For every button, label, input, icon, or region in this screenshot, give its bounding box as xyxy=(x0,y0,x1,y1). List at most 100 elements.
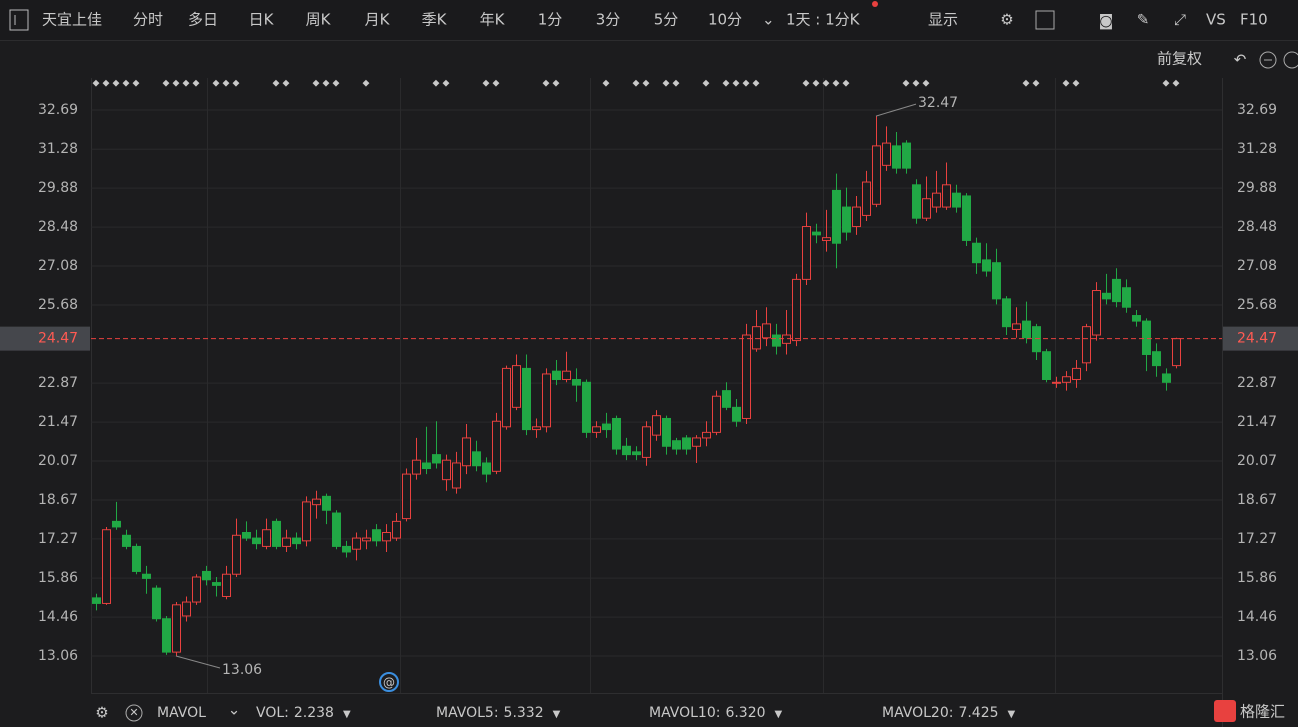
candle-body xyxy=(482,462,491,475)
indicator-arrow: ▼ xyxy=(553,709,561,720)
candle-body xyxy=(1102,292,1111,300)
candle-body xyxy=(452,462,461,489)
candle-body xyxy=(1062,376,1071,383)
min-label: 13.06 xyxy=(222,662,262,678)
indicator-value: 5.332 xyxy=(504,705,544,721)
signal-marker: ◆ xyxy=(233,79,240,89)
candle-body xyxy=(572,379,581,386)
period-tab[interactable]: 1分 xyxy=(538,11,563,29)
checkbox-icon[interactable] xyxy=(1035,10,1055,30)
y2-tick-label: 15.86 xyxy=(1237,570,1277,586)
settings-icon[interactable]: ⚙ xyxy=(1000,11,1013,29)
menu-icon[interactable] xyxy=(9,9,29,31)
candle-body xyxy=(822,237,831,241)
candle-body xyxy=(912,184,921,219)
y2-tick-label: 32.69 xyxy=(1237,102,1277,118)
candle-body xyxy=(792,278,801,342)
signal-marker: ◆ xyxy=(1033,79,1040,89)
f10-button[interactable]: F10 xyxy=(1240,11,1268,29)
candle-body xyxy=(652,415,661,436)
indicator-dropdown[interactable]: ⌄ xyxy=(228,701,241,719)
at-icon[interactable] xyxy=(379,672,399,692)
signal-marker: ◆ xyxy=(923,79,930,89)
candle-body xyxy=(102,529,111,604)
signal-marker: ◆ xyxy=(363,79,370,89)
period-tab[interactable]: 月K xyxy=(365,11,391,29)
pen-icon[interactable]: ✎ xyxy=(1137,11,1150,29)
vs-button[interactable]: VS xyxy=(1206,11,1226,29)
period-tab[interactable]: 多日 xyxy=(188,11,218,29)
indicator-name[interactable]: MAVOL xyxy=(157,705,206,721)
indicator-value: 2.238 xyxy=(294,705,334,721)
candle-body xyxy=(1112,278,1121,303)
indicator-label: MAVOL5: xyxy=(436,705,499,721)
candle-body xyxy=(1162,373,1171,383)
signal-marker: ◆ xyxy=(543,79,550,89)
signal-marker: ◆ xyxy=(1173,79,1180,89)
candle-body xyxy=(812,231,821,236)
signal-marker: ◆ xyxy=(483,79,490,89)
candle-body xyxy=(942,184,951,208)
signal-marker: ◆ xyxy=(553,79,560,89)
candle-body xyxy=(282,537,291,547)
stock-name[interactable]: 天宜上佳 xyxy=(42,11,102,29)
fullscreen-icon[interactable]: ⤢ xyxy=(1174,11,1187,29)
period-select[interactable]: 1天 : 1分K xyxy=(786,11,861,29)
period-tab[interactable]: 周K xyxy=(306,11,332,29)
signal-marker: ◆ xyxy=(173,79,180,89)
signal-marker: ◆ xyxy=(833,79,840,89)
candle-body xyxy=(382,532,391,542)
period-tab[interactable]: 5分 xyxy=(654,11,679,29)
adjust-mode[interactable]: 前复权 xyxy=(1157,50,1202,68)
last-price-box-right xyxy=(1223,326,1298,351)
candle-body xyxy=(932,192,941,208)
signal-marker: ◆ xyxy=(333,79,340,89)
signal-marker: ◆ xyxy=(163,79,170,89)
indicator-settings-icon[interactable]: ⚙ xyxy=(95,704,108,722)
display-menu[interactable]: 显示 xyxy=(928,11,958,29)
zoom-in-icon[interactable] xyxy=(1283,51,1298,69)
max-pointer xyxy=(875,103,917,117)
candle-body xyxy=(272,520,281,547)
candle-body xyxy=(772,334,781,347)
candle-body xyxy=(682,437,691,450)
indicator-value: 6.320 xyxy=(725,705,765,721)
candle-body xyxy=(1122,287,1131,308)
period-tab[interactable]: 3分 xyxy=(596,11,621,29)
zoom-out-icon[interactable] xyxy=(1259,51,1277,69)
dropdown-arrow[interactable]: ⌄ xyxy=(762,11,775,29)
signal-marker: ◆ xyxy=(313,79,320,89)
candle-body xyxy=(422,462,431,470)
signal-marker: ◆ xyxy=(323,79,330,89)
period-tab[interactable]: 分时 xyxy=(133,11,163,29)
candle-body xyxy=(182,601,191,617)
period-tab[interactable]: 日K xyxy=(249,11,275,29)
period-tab[interactable]: 年K xyxy=(480,11,506,29)
candle-body xyxy=(622,445,631,456)
y2-tick-label: 20.07 xyxy=(1237,453,1277,469)
y2-tick-label: 13.06 xyxy=(1237,648,1277,664)
indicator-close-icon[interactable] xyxy=(125,704,143,722)
y-tick-label: 18.67 xyxy=(38,492,78,508)
period-tab[interactable]: 10分 xyxy=(708,11,742,29)
period-tab[interactable]: 季K xyxy=(422,11,448,29)
camera-icon[interactable]: ◙ xyxy=(1099,12,1114,30)
candle-body xyxy=(472,451,481,467)
candle-body xyxy=(122,534,131,547)
y-tick-label: 29.88 xyxy=(38,180,78,196)
candle-body xyxy=(352,537,361,550)
signal-marker: ◆ xyxy=(93,79,100,89)
undo-icon[interactable]: ↶ xyxy=(1234,51,1247,69)
y-tick-label: 28.48 xyxy=(38,219,78,235)
last-price-box xyxy=(0,326,90,351)
candle-body xyxy=(722,390,731,408)
candle-body xyxy=(672,440,681,450)
candle-body xyxy=(1002,298,1011,328)
signal-marker: ◆ xyxy=(643,79,650,89)
logo-mark xyxy=(1214,700,1236,722)
candle-body xyxy=(862,181,871,216)
candle-body xyxy=(952,192,961,208)
indicator-arrow: ▼ xyxy=(343,709,351,720)
signal-marker: ◆ xyxy=(703,79,710,89)
